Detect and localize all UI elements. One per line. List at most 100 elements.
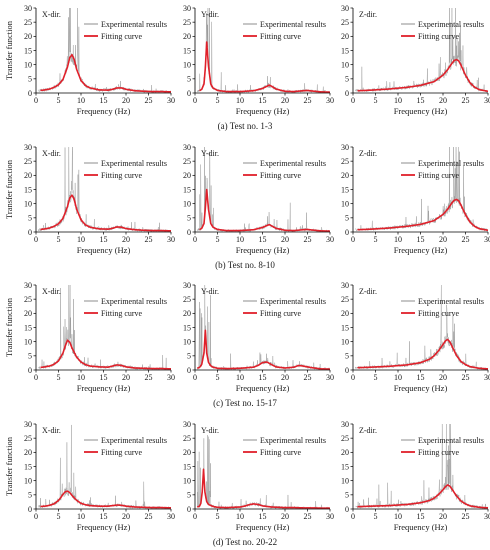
x-tick-label: 20 [439,512,447,521]
x-tick-label: 10 [77,96,85,105]
x-tick-label: 25 [145,235,153,244]
x-tick-label: 30 [167,235,175,244]
x-tick-label: 15 [100,512,108,521]
x-tick-label: 10 [236,235,244,244]
x-tick-label: 30 [484,373,490,382]
x-axis-label: Frequency (Hz) [236,383,290,393]
row-caption: (c) Test no. 15-17 [213,398,277,408]
y-tick-label: 20 [341,448,349,457]
legend-experimental-label: Experimental results [101,297,167,306]
y-tick-label: 15 [183,323,191,332]
y-tick-label: 25 [24,18,32,27]
x-tick-label: 25 [145,373,153,382]
y-tick-label: 20 [341,32,349,41]
x-tick-label: 10 [394,96,402,105]
y-tick-label: 10 [24,337,32,346]
direction-label: Z-dir. [359,10,377,19]
legend-fitting-label: Fitting curve [418,32,460,41]
x-tick-label: 0 [351,235,355,244]
x-tick-label: 5 [216,512,220,521]
direction-label: Y-dir. [201,287,219,296]
legend-experimental-label: Experimental results [260,436,326,445]
y-tick-label: 15 [341,462,349,471]
y-tick-label: 10 [183,476,191,485]
x-tick-label: 30 [326,373,334,382]
x-tick-label: 30 [326,96,334,105]
direction-label: Y-dir. [201,149,219,158]
row-caption: (d) Test no. 20-22 [213,537,277,547]
x-tick-label: 10 [236,512,244,521]
panel-x-dir: 0 5 10 15 20 25 30 0 5 10 15 20 25 30 X-dir. Experiment… [4,420,175,532]
x-tick-label: 25 [304,512,312,521]
y-tick-label: 5 [28,75,32,84]
y-tick-label: 30 [341,143,349,152]
panel-z-dir: 0 5 10 15 20 25 30 0 5 10 15 20 25 30 Z-dir. Experiment… [341,4,490,116]
fitting-curve [198,41,330,93]
x-tick-label: 15 [417,96,425,105]
y-tick-label: 5 [28,352,32,361]
x-tick-label: 10 [394,512,402,521]
legend-experimental-label: Experimental results [101,20,167,29]
y-tick-label: 30 [183,143,191,152]
y-axis-label: Transfer function [4,159,14,219]
y-tick-label: 20 [24,448,32,457]
direction-label: Y-dir. [201,10,219,19]
figure-row: 0 5 10 15 20 25 30 0 5 10 15 20 25 30 X-dir. Experiment… [4,143,490,270]
y-tick-label: 20 [341,309,349,318]
y-tick-label: 15 [24,185,32,194]
legend-experimental-label: Experimental results [260,159,326,168]
y-tick-label: 0 [187,89,191,98]
y-tick-label: 25 [183,18,191,27]
legend-experimental-label: Experimental results [101,436,167,445]
y-tick-label: 25 [183,157,191,166]
y-tick-label: 25 [341,157,349,166]
y-tick-label: 25 [24,295,32,304]
y-tick-label: 30 [341,420,349,429]
legend-fitting-label: Fitting curve [101,32,143,41]
x-tick-label: 5 [216,235,220,244]
y-tick-label: 20 [341,171,349,180]
y-tick-label: 20 [24,171,32,180]
y-tick-label: 30 [183,420,191,429]
y-tick-label: 10 [341,476,349,485]
legend-fitting-label: Fitting curve [260,448,302,457]
y-tick-label: 20 [24,309,32,318]
y-tick-label: 25 [341,18,349,27]
y-tick-label: 20 [183,309,191,318]
y-tick-label: 15 [24,46,32,55]
x-axis-label: Frequency (Hz) [394,245,448,255]
y-tick-label: 0 [187,228,191,237]
y-tick-label: 15 [183,46,191,55]
y-tick-label: 30 [341,281,349,290]
x-tick-label: 10 [236,96,244,105]
y-tick-label: 25 [183,434,191,443]
x-tick-label: 5 [374,373,378,382]
direction-label: Z-dir. [359,426,377,435]
x-tick-label: 5 [216,96,220,105]
x-tick-label: 0 [193,512,197,521]
x-tick-label: 30 [167,96,175,105]
y-tick-label: 5 [345,352,349,361]
x-tick-label: 15 [259,373,267,382]
y-tick-label: 20 [183,171,191,180]
fitting-curve [356,484,488,509]
x-tick-label: 30 [326,235,334,244]
x-tick-label: 25 [145,96,153,105]
x-axis-label: Frequency (Hz) [77,106,131,116]
y-tick-label: 10 [341,199,349,208]
x-axis-label: Frequency (Hz) [236,106,290,116]
x-tick-label: 20 [281,512,289,521]
x-tick-label: 20 [281,96,289,105]
y-tick-label: 25 [341,434,349,443]
y-tick-label: 5 [28,214,32,223]
x-tick-label: 10 [77,235,85,244]
x-tick-label: 15 [100,96,108,105]
direction-label: Z-dir. [359,149,377,158]
fitting-curve [356,338,488,370]
x-tick-label: 0 [193,373,197,382]
fitting-curve [39,490,171,509]
y-tick-label: 5 [28,491,32,500]
panel-z-dir: 0 5 10 15 20 25 30 0 5 10 15 20 25 30 Z-dir. Experiment… [341,281,490,393]
x-tick-label: 15 [259,96,267,105]
